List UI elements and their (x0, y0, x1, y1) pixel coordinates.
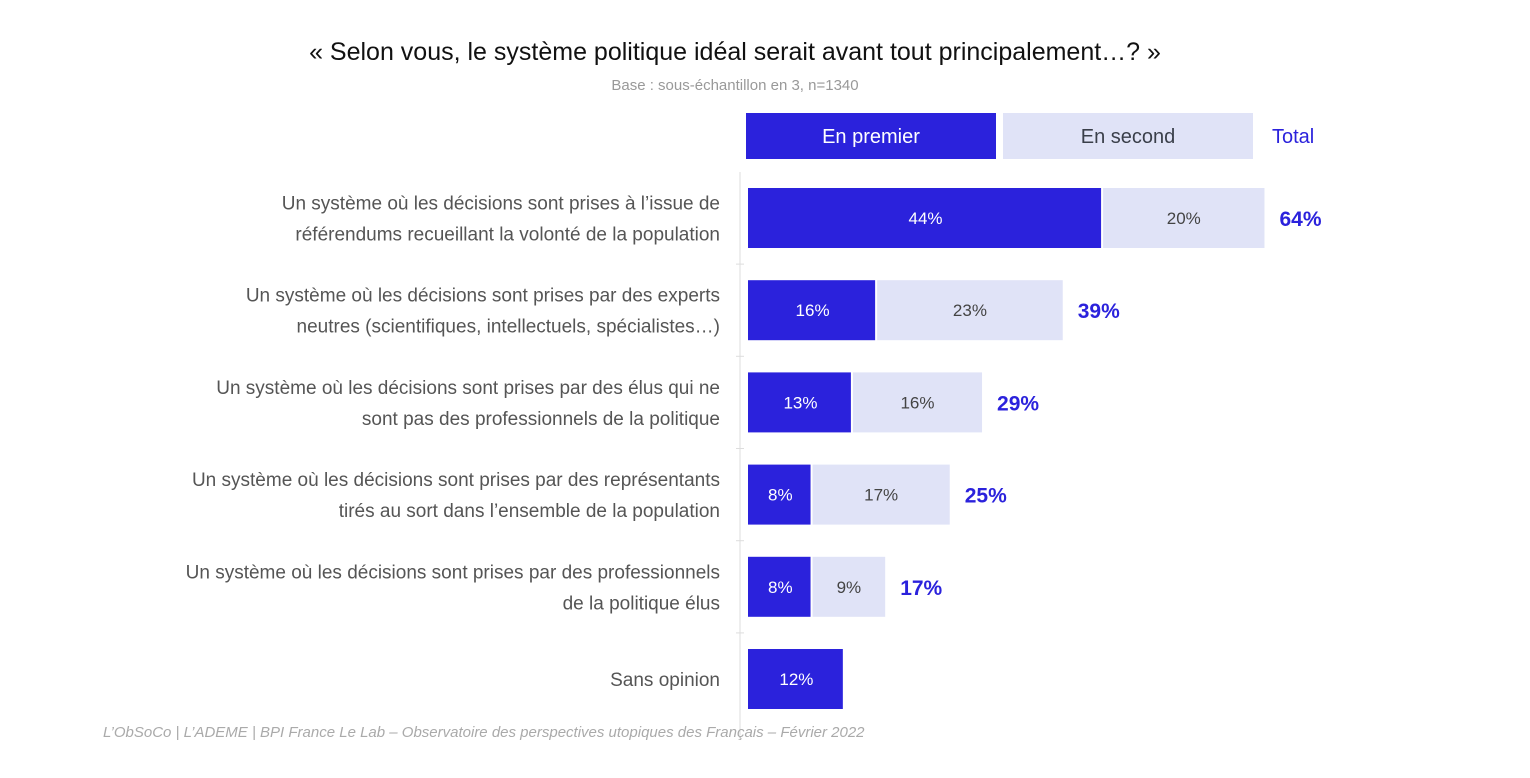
data-label: 8% (768, 578, 793, 597)
legend-label-total: Total (1272, 126, 1314, 148)
data-label: 23% (953, 301, 987, 320)
bar-second (877, 280, 1063, 341)
source-footer: L’ObSoCo | L’ADEME | BPI France Le Lab –… (103, 724, 865, 741)
bar-second (1103, 188, 1265, 248)
total-label: 17% (900, 577, 942, 600)
category-label: Un système où les décisions sont prises … (186, 562, 720, 583)
category-label: tirés au sort dans l’ensemble de la popu… (339, 501, 720, 522)
legend-label-second: En second (1081, 126, 1176, 148)
category-label: Un système où les décisions sont prises … (216, 378, 720, 399)
category-label: de la politique élus (563, 593, 720, 614)
legend: En premier En second Total (746, 113, 1314, 159)
data-label: 44% (909, 209, 943, 228)
total-label: 25% (965, 485, 1007, 508)
chart-title: « Selon vous, le système politique idéal… (309, 38, 1161, 66)
chart-subtitle: Base : sous-échantillon en 3, n=1340 (611, 77, 858, 94)
bar-first (748, 649, 843, 709)
bar-first (748, 464, 811, 525)
bar-second (812, 464, 950, 525)
legend-swatch-second (1003, 113, 1253, 159)
category-label: neutres (scientifiques, intellectuels, s… (297, 317, 720, 338)
category-label: référendums recueillant la volonté de la… (295, 225, 720, 246)
data-label: 9% (837, 578, 862, 597)
total-label: 39% (1078, 300, 1120, 323)
category-label: Un système où les décisions sont prises … (246, 286, 720, 307)
data-label: 8% (768, 486, 793, 505)
bar-second (852, 372, 983, 433)
category-label: Un système où les décisions sont prises … (282, 194, 720, 215)
category-label: Sans opinion (610, 670, 720, 691)
legend-label-first: En premier (822, 126, 920, 148)
total-label: 64% (1279, 208, 1321, 231)
data-label: 20% (1167, 209, 1201, 228)
data-label: 13% (783, 393, 817, 412)
bar-first (748, 556, 811, 617)
data-label: 16% (900, 393, 934, 412)
category-label: sont pas des professionnels de la politi… (362, 409, 720, 430)
category-label: Un système où les décisions sont prises … (192, 470, 720, 491)
bar-first (748, 188, 1102, 248)
bars: Un système où les décisions sont prises … (186, 188, 1322, 709)
bar-first (748, 372, 851, 433)
total-label: 29% (997, 392, 1039, 415)
bar-second (812, 556, 886, 617)
data-label: 12% (779, 670, 813, 689)
data-label: 16% (796, 301, 830, 320)
bar-first (748, 280, 876, 341)
legend-swatch-first (746, 113, 996, 159)
data-label: 17% (864, 486, 898, 505)
